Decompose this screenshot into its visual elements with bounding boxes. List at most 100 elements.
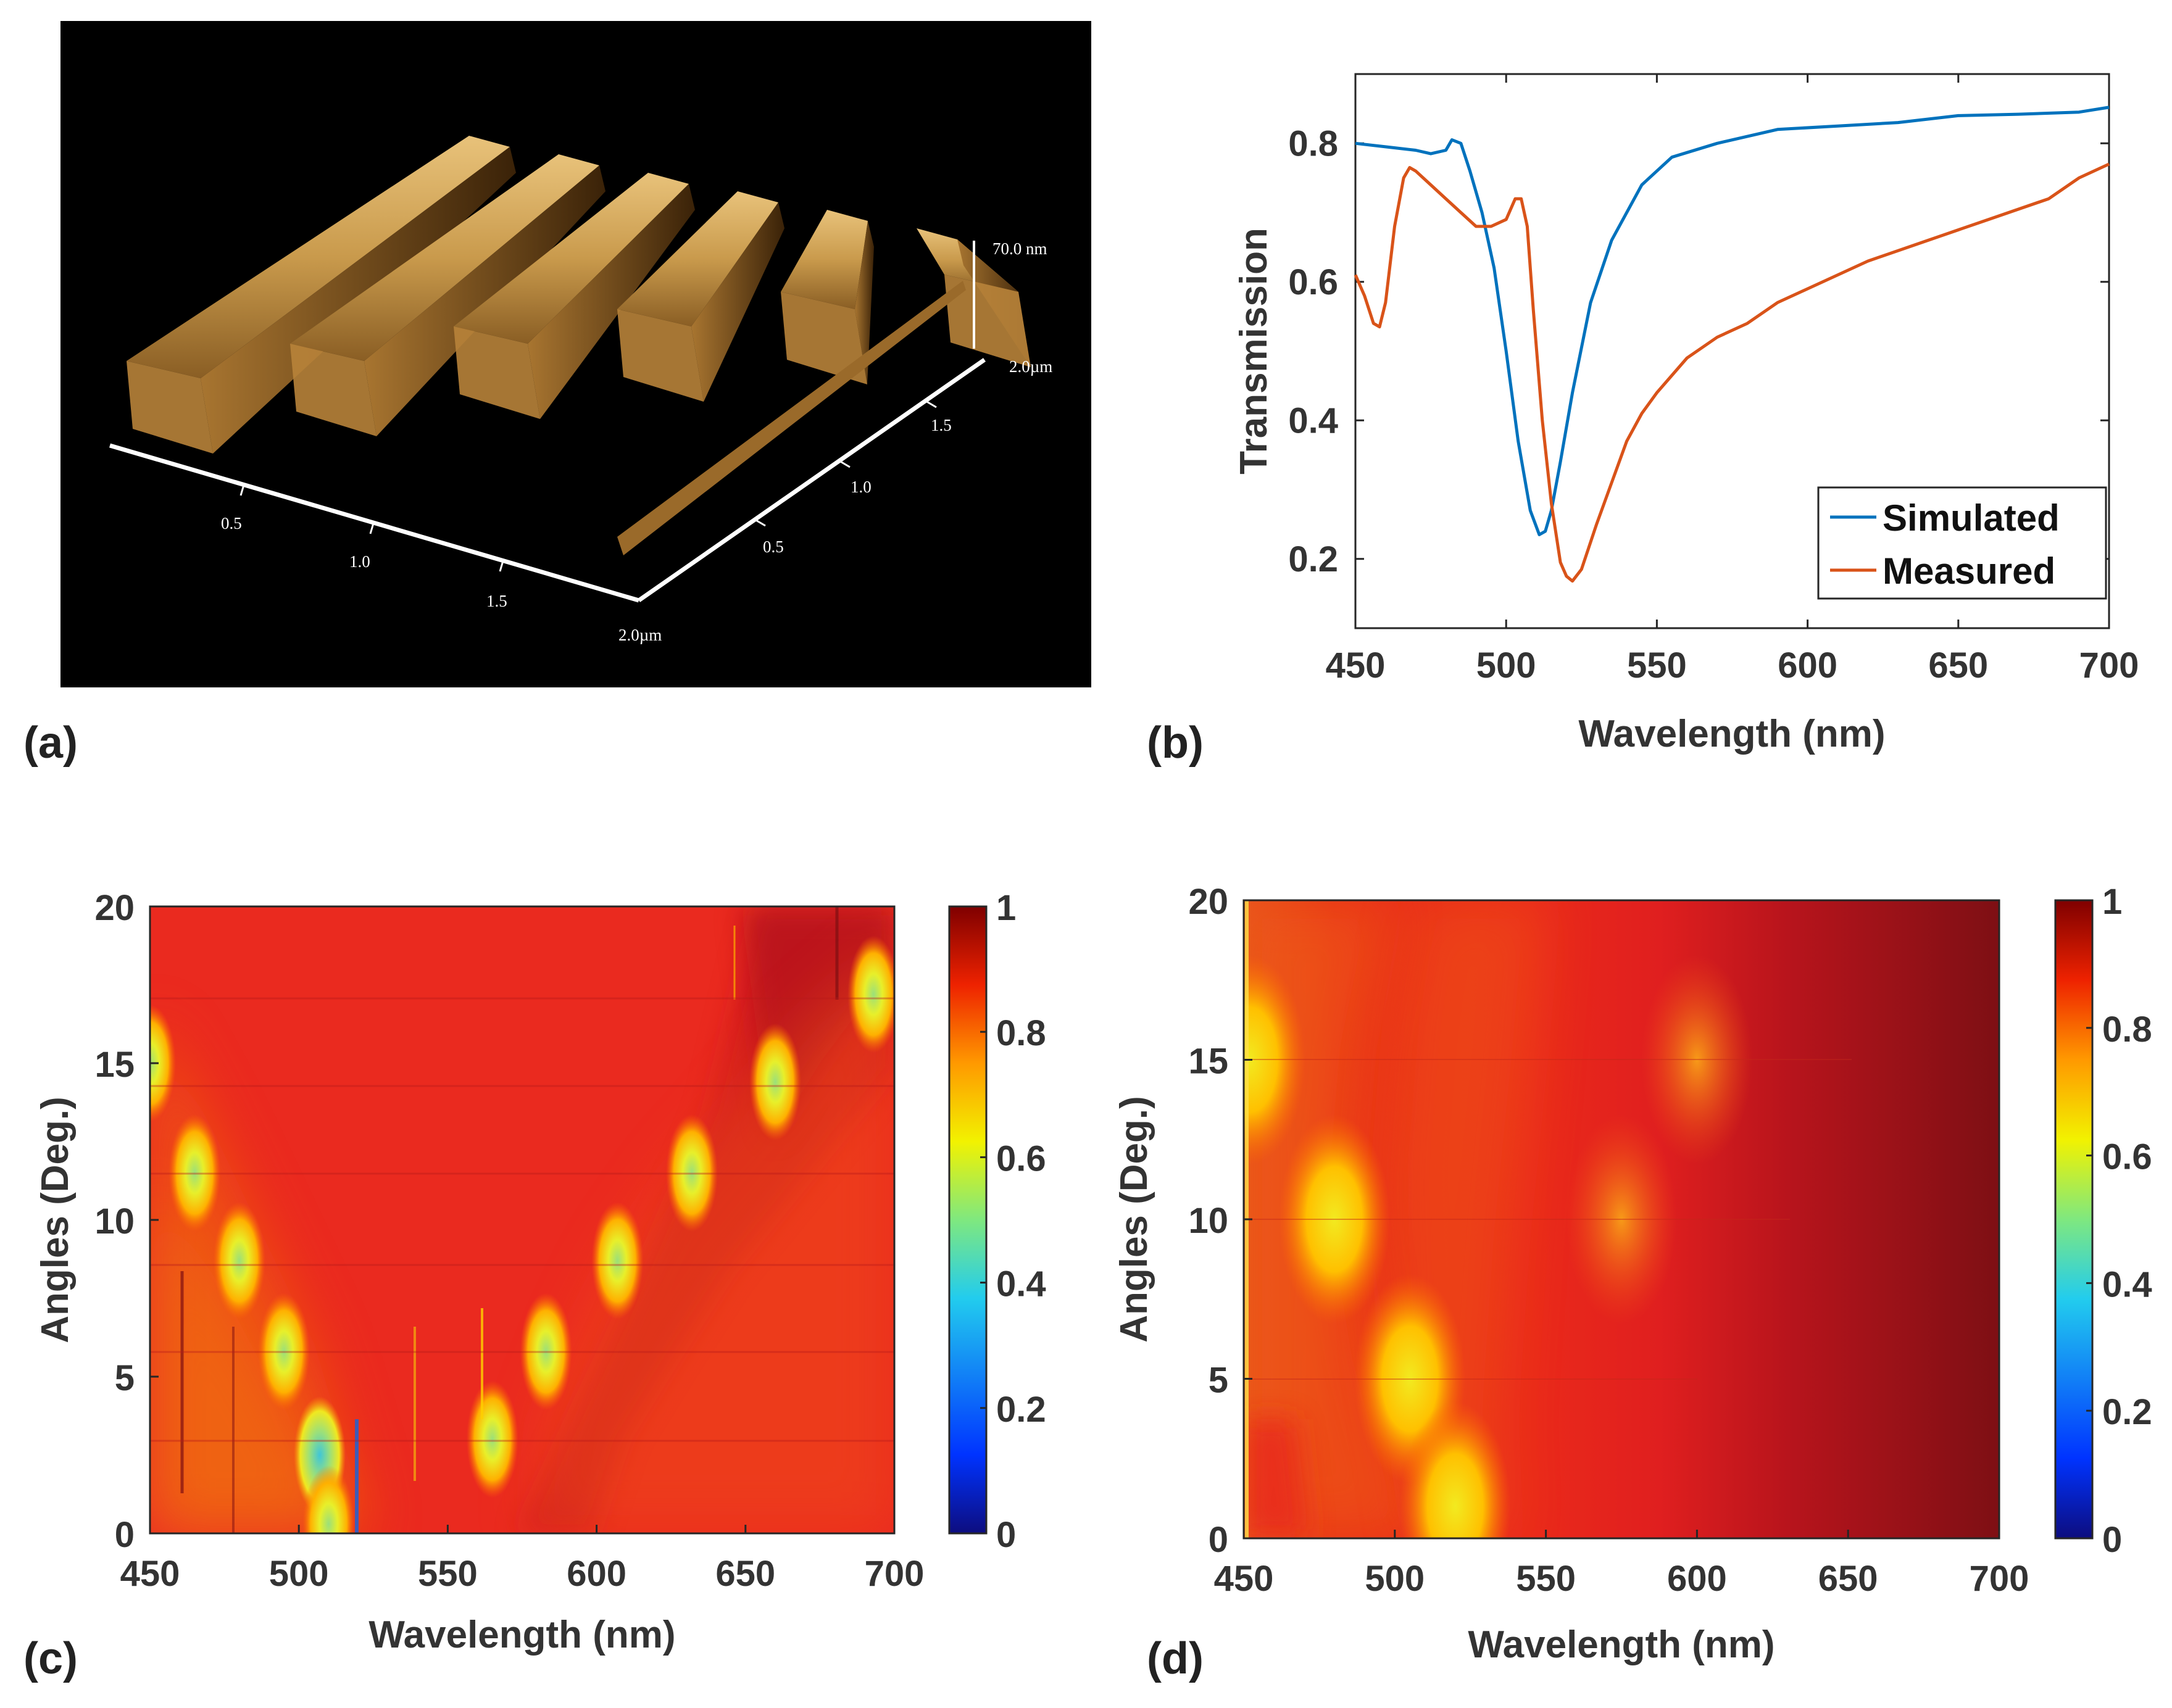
chart-b-y-tick-label: 0.6	[1288, 262, 1338, 302]
chart-b-x-axis-title: Wavelength (nm)	[1578, 713, 1885, 755]
afm-depth-label: 2.0µm	[1009, 357, 1052, 376]
panel-label-c: (c)	[23, 1634, 78, 1683]
colorbar-d-tick-label: 0.4	[2102, 1264, 2152, 1304]
colorbar-c-tick-label: 0.2	[996, 1390, 1046, 1430]
heatmap-d-x-tick-label: 450	[1214, 1559, 1274, 1599]
heatmap-d-x-tick-label: 600	[1667, 1559, 1727, 1599]
panel-label-b: (b)	[1147, 718, 1204, 768]
heatmap-c-feature	[749, 1023, 802, 1141]
heatmap-d-feature	[1278, 1114, 1390, 1324]
afm-ridge-end	[617, 309, 704, 402]
colorbar-d-tick-label: 1	[2102, 882, 2122, 922]
heatmap-c-feature	[665, 1114, 718, 1232]
colorbar-c-tick-label: 0.6	[996, 1138, 1046, 1179]
heatmap-d-feature	[1641, 955, 1753, 1165]
heatmap-c-y-tick-label: 5	[115, 1358, 135, 1398]
heatmap-c-feature	[466, 1380, 518, 1498]
heatmap-d-y-tick-label: 0	[1209, 1520, 1228, 1560]
chart-d-x-axis-title: Wavelength (nm)	[1468, 1623, 1775, 1666]
afm-z-label: 70.0 nm	[992, 239, 1047, 258]
colorbar-c	[948, 905, 988, 1535]
heatmap-c-x-tick-label: 550	[418, 1554, 478, 1594]
chart-b-x-tick-label: 550	[1627, 645, 1687, 686]
heatmap-c-feature	[591, 1202, 644, 1320]
colorbar-d-tick-label: 0.2	[2102, 1392, 2152, 1432]
chart-d-ticks: 450 500 550 600 650 700 0 5 10 15 20	[1188, 882, 2029, 1599]
chart-b-y-tick-label: 0.4	[1288, 400, 1338, 441]
heatmap-c-feature	[150, 1005, 176, 1122]
afm-x-tick: 1.5	[486, 592, 507, 610]
afm-ridge-end	[944, 275, 1031, 367]
heatmap-d-y-tick-label: 10	[1188, 1201, 1228, 1241]
heatmap-d-feature	[1399, 1401, 1511, 1538]
colorbar-c-tick-label: 0.8	[996, 1013, 1046, 1053]
afm-y-tick: 0.5	[763, 537, 784, 556]
heatmap-c-x-tick-label: 600	[567, 1554, 626, 1594]
heatmap-c-x-tick-label: 650	[715, 1554, 775, 1594]
heatmap-d-image	[1244, 900, 1999, 1538]
heatmap-c-feature	[847, 935, 894, 1053]
colorbar-c-tick-label: 0.4	[996, 1264, 1046, 1304]
heatmap-c-y-tick-label: 15	[94, 1045, 135, 1085]
heatmap-c-feature	[520, 1293, 572, 1411]
panel-label-a: (a)	[23, 718, 78, 768]
heatmap-c-y-tick-label: 0	[115, 1515, 135, 1555]
chart-c-y-axis-title: Angles (Deg.)	[34, 1097, 77, 1343]
colorbar-d	[2054, 899, 2094, 1540]
heatmap-c-feature	[213, 1202, 265, 1320]
afm-ridge-shadow	[855, 221, 874, 384]
chart-b-legend: Simulated Measured	[1817, 486, 2107, 600]
afm-y-tick: 1.5	[931, 416, 952, 434]
legend-box	[1817, 486, 2107, 600]
chart-c-x-axis-title: Wavelength (nm)	[368, 1614, 675, 1656]
chart-b-ticks: 450 500 550 600 650 700 0.2 0.4 0.6 0.8	[1288, 74, 2139, 686]
chart-b-series	[1354, 106, 2110, 583]
colorbar-c-tick-label: 0	[996, 1515, 1016, 1555]
colorbar-c-tick-label: 1	[996, 888, 1016, 928]
heatmap-d-x-tick-label: 700	[1970, 1559, 2029, 1599]
heatmap-d-feature	[1244, 955, 1305, 1165]
afm-ridge-shadow	[691, 202, 784, 402]
heatmap-c-y-tick-label: 20	[94, 888, 135, 928]
legend-label-simulated: Simulated	[1883, 497, 2060, 539]
afm-ridge-end	[127, 361, 213, 454]
heatmap-c-y-tick-label: 10	[94, 1201, 135, 1242]
heatmap-c-feature	[258, 1293, 310, 1411]
series-line-simulated	[1355, 106, 2110, 536]
afm-ridge	[290, 154, 599, 361]
colorbar-d-tick-label: 0.8	[2102, 1009, 2152, 1050]
chart-c-ticks: 450 500 550 600 650 700 0 5 10 15 20	[94, 888, 924, 1594]
heatmap-d-x-tick-label: 550	[1516, 1559, 1576, 1599]
colorbar-d-tick-label: 0.6	[2102, 1137, 2152, 1177]
series-line-measured	[1354, 162, 2110, 583]
afm-ridge	[781, 210, 868, 309]
afm-y-tick: 1.0	[851, 478, 872, 496]
panel-b-line-chart: 450 500 550 600 650 700 0.2 0.4 0.6 0.8 Wavelengt…	[1147, 73, 2139, 768]
heatmap-c-x-tick-label: 500	[269, 1554, 329, 1594]
afm-ridge	[454, 173, 689, 344]
heatmap-d-y-tick-label: 15	[1188, 1042, 1228, 1082]
panel-d-heatmap: 450 500 550 600 650 700 0 5 10 15 20 0 0.2 0.4 0.6 0.8…	[1113, 882, 2152, 1683]
chart-b-y-tick-label: 0.8	[1288, 123, 1338, 164]
afm-ridge-shadow	[364, 165, 605, 436]
afm-ridge-end	[781, 292, 867, 384]
colorbar-c-ticks: 0 0.2 0.4 0.6 0.8 1	[980, 888, 1046, 1555]
heatmap-c-image	[150, 906, 894, 1533]
afm-x-tick: 0.5	[221, 514, 242, 533]
chart-b-y-tick-label: 0.2	[1288, 539, 1338, 579]
afm-ridge-shadow	[528, 184, 695, 419]
afm-ridge-end	[454, 326, 540, 419]
afm-x-tick: 1.0	[349, 552, 370, 571]
afm-edge-strip	[617, 281, 966, 555]
afm-ridge	[617, 191, 778, 326]
colorbar-d-ticks: 0 0.2 0.4 0.6 0.8 1	[2086, 882, 2152, 1560]
chart-b-y-axis-title: Transmission	[1233, 228, 1275, 475]
chart-b-x-tick-label: 450	[1326, 645, 1386, 686]
chart-d-y-axis-title: Angles (Deg.)	[1113, 1096, 1155, 1343]
afm-ridge-end	[290, 344, 377, 436]
afm-ridges	[127, 136, 1031, 555]
heatmap-c-feature	[169, 1114, 221, 1232]
afm-ridge	[127, 136, 510, 378]
afm-width-label: 2.0µm	[618, 626, 662, 644]
